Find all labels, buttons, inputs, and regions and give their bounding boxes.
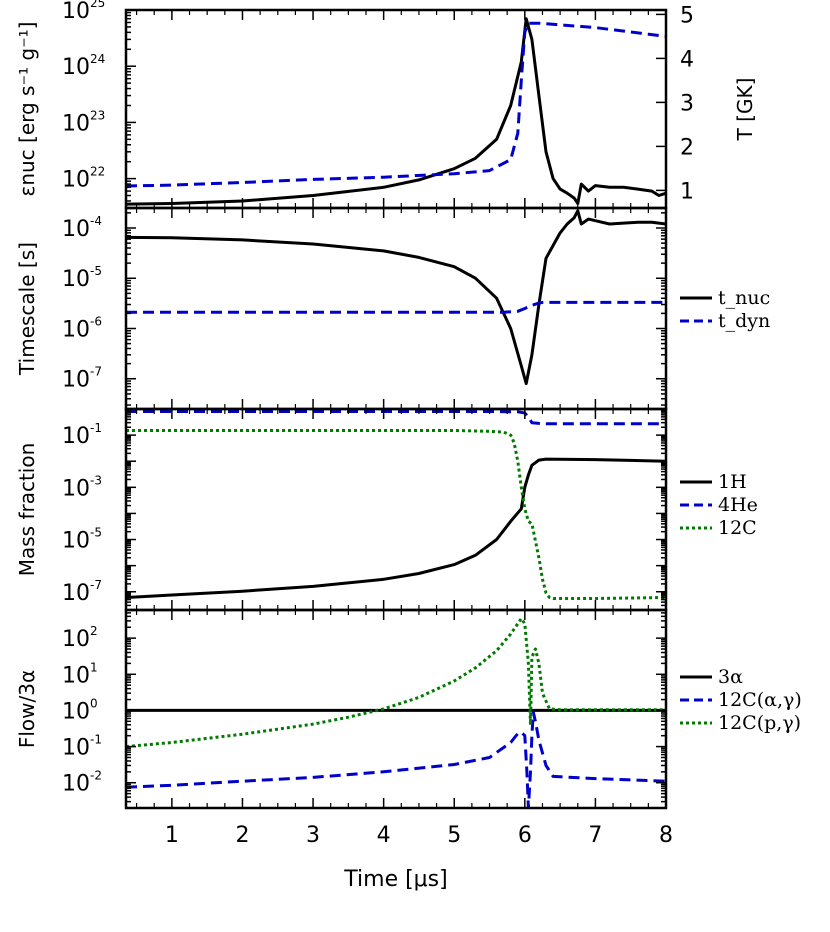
y-axis-label: Mass fraction: [15, 443, 39, 577]
y-tick-label: 10-1: [62, 733, 102, 761]
y-tick-label: 1024: [62, 52, 105, 80]
legend-label: 12C(α,γ): [718, 689, 802, 711]
x-tick-label: 4: [377, 823, 391, 848]
legend-label: 12C(p,γ): [718, 712, 801, 734]
series-line-mass-fraction-2: [126, 429, 666, 600]
y-tick-label: 1023: [62, 108, 105, 136]
y-tick-label: 1022: [62, 165, 105, 193]
legend-label: 1H: [718, 471, 747, 493]
y-tick-label: 10-2: [62, 769, 102, 797]
x-tick-label: 2: [235, 823, 249, 848]
y-tick-label: 10-6: [62, 314, 102, 342]
series-line-energy-0: [126, 17, 666, 206]
y2-tick-label: 5: [680, 3, 694, 28]
y-tick-label: 10-7: [62, 578, 102, 606]
x-tick-label: 3: [306, 823, 320, 848]
y2-tick-label: 3: [680, 91, 694, 116]
y-axis-label: εnuc [erg s⁻¹ g⁻¹]: [15, 22, 39, 197]
series-line-mass-fraction-1: [126, 410, 666, 426]
y-tick-label: 10-4: [62, 214, 102, 242]
y-tick-label: 10-5: [62, 264, 102, 292]
x-tick-label: 1: [165, 823, 179, 848]
panel-frame-flow: [124, 608, 668, 810]
y2-tick-label: 4: [680, 47, 694, 72]
x-tick-label: 6: [518, 823, 532, 848]
series-line-energy-1: [126, 21, 666, 188]
x-axis-label: Time [μs]: [343, 867, 447, 892]
series-line-mass-fraction-0: [126, 457, 666, 599]
x-tick-label: 5: [447, 823, 461, 848]
panel-frame-energy: [124, 8, 668, 210]
x-tick-label: 7: [588, 823, 602, 848]
legend-label: 4He: [718, 494, 758, 516]
series-line-timescale-0: [126, 209, 666, 386]
y2-axis-label: T [GK]: [733, 78, 757, 142]
y2-tick-label: 2: [680, 135, 694, 160]
y-tick-label: 10-1: [62, 421, 102, 449]
legend-label: t_nuc: [718, 287, 770, 309]
y-tick-label: 100: [62, 696, 98, 724]
y-tick-label: 1025: [62, 0, 105, 24]
y-tick-label: 101: [62, 660, 98, 688]
legend-label: 3α: [718, 666, 743, 688]
legend-label: t_dyn: [718, 310, 770, 332]
legend-label: 12C: [718, 517, 757, 539]
y2-tick-label: 1: [680, 179, 694, 204]
series-line-flow-2: [126, 617, 666, 749]
x-tick-label: 8: [659, 823, 673, 848]
y-tick-label: 10-7: [62, 365, 102, 393]
y-tick-label: 10-3: [62, 473, 102, 501]
y-tick-label: 10-5: [62, 526, 102, 554]
series-line-flow-1: [126, 710, 666, 808]
y-axis-label: Flow/3α: [15, 670, 39, 748]
y-axis-label: Timescale [s]: [15, 242, 39, 376]
y-tick-label: 102: [62, 624, 98, 652]
series-line-timescale-1: [126, 300, 666, 314]
panel-frame-mass-fraction: [124, 407, 668, 612]
